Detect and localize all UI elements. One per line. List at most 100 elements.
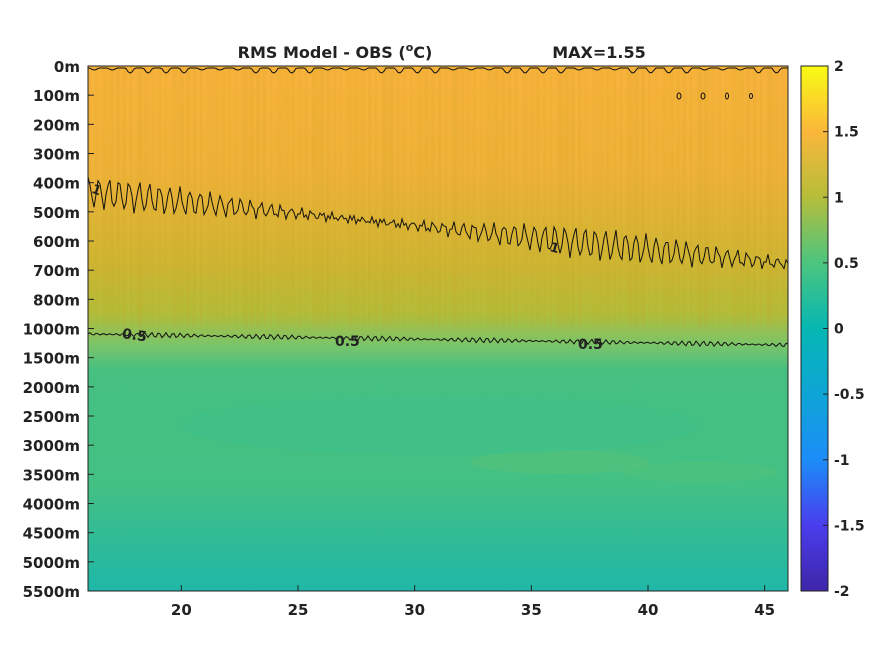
y-tick-label: 3500m (23, 466, 80, 484)
y-tick-label: 4000m (23, 496, 80, 514)
y-tick-label: 100m (33, 87, 80, 105)
texture-stripe (305, 66, 307, 326)
texture-stripe (571, 66, 575, 326)
texture-stripe (228, 66, 231, 326)
texture-stripe (641, 66, 645, 326)
texture-stripe (753, 66, 756, 326)
heatmap-field (88, 66, 788, 591)
texture-stripe (522, 66, 528, 326)
colorbar: 2 1.5 1 0.5 0 -0.5 -1 -1.5 -2 (800, 59, 865, 600)
loop-b (700, 92, 706, 100)
contour-level-0.5 (88, 331, 788, 348)
texture-stripe (116, 66, 120, 326)
y-tick-label: 3000m (23, 437, 80, 455)
texture-stripe (172, 66, 178, 326)
texture-stripe (592, 66, 598, 326)
y-tick-label: 5000m (23, 554, 80, 572)
texture-stripe (123, 66, 126, 326)
texture-stripe (627, 66, 633, 326)
texture-stripe (683, 66, 686, 326)
colorbar-tick-label: 0.5 (834, 256, 859, 272)
texture-stripe (144, 66, 149, 326)
texture-stripe (669, 66, 674, 326)
texture-stripe (697, 66, 703, 326)
texture-stripe (536, 66, 540, 326)
y-tick-label: 200m (33, 116, 80, 134)
colorbar-tick-label: -0.5 (834, 387, 865, 403)
x-tick-label: 25 (288, 601, 309, 619)
deep-patches (180, 395, 780, 482)
texture-stripe (648, 66, 651, 326)
texture-stripe (620, 66, 622, 326)
texture-stripe (529, 66, 534, 326)
texture-stripe (711, 66, 715, 326)
texture-stripe (557, 66, 563, 326)
colorbar-tick-label: 1 (834, 190, 844, 206)
texture-stripe (354, 66, 359, 326)
title-superscript: o (406, 41, 414, 54)
contour-label-0.5b: 0.5 (335, 334, 360, 350)
colorbar-tick-label: 2 (834, 59, 844, 75)
texture-stripe (466, 66, 470, 326)
loop-d (749, 93, 753, 99)
x-axis: 20 25 30 35 40 45 (171, 585, 775, 619)
texture-stripe (291, 66, 295, 326)
y-tick-label: 5500m (23, 583, 80, 601)
texture-stripe (487, 66, 493, 326)
contour-label-1b: 1 (548, 240, 561, 257)
lighter-patch-b (620, 462, 780, 482)
contour-surface (88, 67, 788, 74)
texture-stripe (452, 66, 458, 326)
texture-stripe (424, 66, 429, 326)
texture-stripe (746, 66, 750, 326)
texture-stripe (158, 66, 161, 326)
texture-stripe (137, 66, 143, 326)
y-tick-label: 4500m (23, 525, 80, 543)
texture-stripe (130, 66, 132, 326)
y-tick-label: 1500m (23, 350, 80, 368)
texture-stripe (389, 66, 394, 326)
y-tick-label: 700m (33, 262, 80, 280)
texture-stripe (438, 66, 441, 326)
texture-stripe (319, 66, 324, 326)
title-end: C) (413, 43, 432, 62)
loop-a (676, 92, 682, 100)
texture-stripe (578, 66, 581, 326)
texture-stripe (781, 66, 785, 326)
texture-stripe (543, 66, 546, 326)
texture-stripe (235, 66, 237, 326)
texture-stripe (662, 66, 668, 326)
texture-stripe (564, 66, 569, 326)
texture-stripe (102, 66, 108, 326)
texture-stripe (333, 66, 336, 326)
texture-stripe (403, 66, 406, 326)
x-tick-label: 30 (404, 601, 425, 619)
colorbar-tick-label: -2 (834, 584, 850, 600)
texture-stripe (690, 66, 692, 326)
y-tick-label: 600m (33, 233, 80, 251)
lighter-patch-a (470, 450, 650, 474)
texture-stripe (767, 66, 773, 326)
texture-stripe (459, 66, 464, 326)
y-tick-label: 500m (33, 204, 80, 222)
texture-stripe (340, 66, 342, 326)
texture-stripe (347, 66, 353, 326)
texture-stripe (634, 66, 639, 326)
texture-stripe (445, 66, 447, 326)
texture-stripe (473, 66, 476, 326)
texture-stripe (417, 66, 423, 326)
y-tick-label: 800m (33, 291, 80, 309)
y-tick-label: 400m (33, 175, 80, 193)
texture-stripe (361, 66, 365, 326)
texture-stripe (193, 66, 196, 326)
y-tick-label: 1000m (23, 321, 80, 339)
x-tick-label: 35 (521, 601, 542, 619)
texture-stripe (704, 66, 709, 326)
texture-stripe (676, 66, 680, 326)
texture-stripe (88, 66, 91, 326)
x-tick-label: 40 (638, 601, 659, 619)
texture-stripe (732, 66, 738, 326)
texture-stripe (585, 66, 587, 326)
y-tick-label: 0m (54, 58, 80, 76)
